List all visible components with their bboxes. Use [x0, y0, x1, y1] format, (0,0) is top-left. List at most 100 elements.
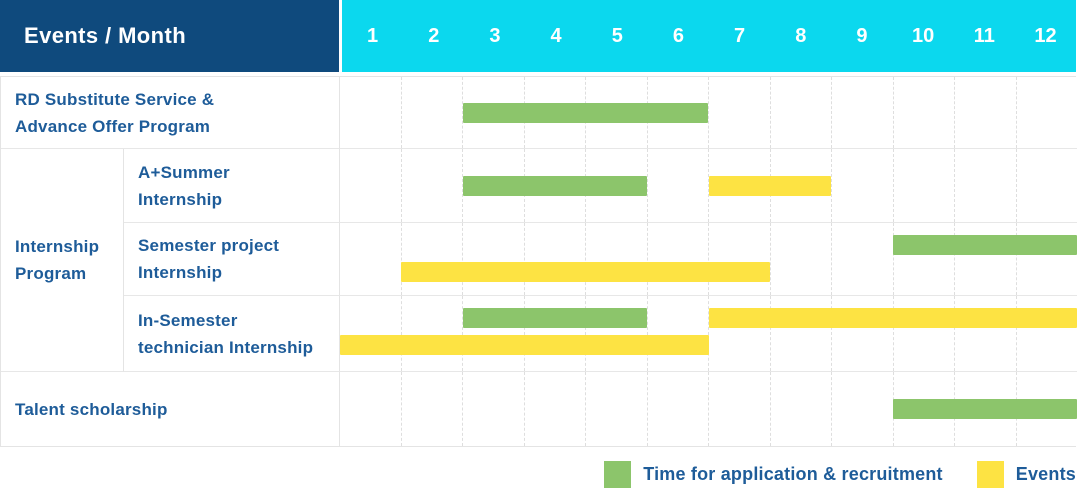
month-header-6: 6: [672, 24, 684, 47]
chart-row-1: [340, 77, 1077, 149]
month-header-1: 1: [367, 24, 379, 47]
grid-col: [586, 296, 648, 371]
row-label-line: Talent scholarship: [15, 399, 168, 419]
legend-item-application-recruitment: Time for application & recruitment: [604, 461, 943, 488]
legend-label: Events: [1015, 464, 1076, 484]
legend-label: Time for application & recruitment: [643, 464, 943, 484]
grid-col: [1017, 223, 1078, 295]
gantt-bar: [892, 235, 1077, 255]
grid-col: [832, 223, 894, 295]
green-swatch-icon: [604, 461, 632, 488]
gantt-bar: [462, 175, 648, 196]
grid-col: [463, 372, 525, 446]
grid-col: [709, 223, 771, 295]
grid-col: [709, 296, 771, 371]
row-label-rd-substitute: RD Substitute Service & Advance Offer Pr…: [1, 77, 340, 149]
month-header-row: 1 2 3 4 5 6 7 8 9 10 11 12: [342, 0, 1076, 72]
month-gridlines: [340, 77, 1077, 148]
grid-col: [463, 223, 525, 295]
grid-col: [709, 77, 771, 148]
grid-col: [586, 372, 648, 446]
grid-col: [340, 372, 402, 446]
grid-col: [402, 149, 463, 222]
yellow-swatch-icon: [976, 461, 1004, 488]
grid-col: [463, 296, 525, 371]
grid-col: [771, 149, 832, 222]
grid-col: [894, 149, 955, 222]
grid-col: [894, 296, 955, 371]
row-label-line: Internship: [138, 189, 223, 209]
chart-row-2: [340, 149, 1077, 223]
events-month-header-cell: Events / Month: [0, 0, 339, 72]
gantt-bar: [340, 335, 709, 355]
grid-col: [771, 372, 832, 446]
grid-col: [340, 223, 402, 295]
legend: Time for application & recruitment Event…: [604, 461, 1076, 488]
grid-col: [525, 223, 586, 295]
grid-col: [648, 372, 709, 446]
month-header-11: 11: [973, 24, 995, 47]
month-header-12: 12: [1034, 24, 1057, 47]
gantt-bar: [708, 308, 1077, 328]
row-group-internship-program: Internship Program: [1, 149, 124, 372]
group-label-line: Program: [15, 264, 87, 283]
row-label-line: Internship: [138, 263, 223, 282]
row-label-talent-scholarship: Talent scholarship: [1, 372, 340, 446]
month-gridlines: [340, 223, 1077, 295]
row-label-line: technician Internship: [138, 337, 314, 357]
row-label-line: In-Semester: [138, 310, 238, 330]
gantt-bar: [462, 308, 648, 328]
row-label-a-plus-summer: A+Summer Internship: [124, 149, 340, 223]
month-header-3: 3: [489, 24, 501, 47]
grid-col: [832, 77, 894, 148]
gantt-bar: [708, 175, 832, 196]
grid-col: [832, 372, 894, 446]
month-header-4: 4: [550, 24, 562, 47]
grid-col: [955, 149, 1017, 222]
grid-col: [586, 149, 648, 222]
grid-col: [894, 77, 955, 148]
grid-col: [340, 149, 402, 222]
grid-col: [832, 296, 894, 371]
row-label-line: Advance Offer Program: [15, 116, 211, 136]
grid-col: [648, 149, 709, 222]
grid-col: [340, 77, 402, 148]
grid-col: [1017, 149, 1078, 222]
grid-col: [832, 149, 894, 222]
chart-row-5: [340, 372, 1077, 446]
gantt-bar: [462, 102, 709, 123]
grid-col: [894, 223, 955, 295]
grid-col: [648, 223, 709, 295]
grid-col: [402, 77, 463, 148]
grid-col: [709, 372, 771, 446]
grid-col: [955, 223, 1017, 295]
grid-col: [771, 77, 832, 148]
row-label-in-semester-technician: In-Semester technician Internship: [124, 296, 340, 372]
chart-row-4: [340, 296, 1077, 372]
grid-col: [648, 77, 709, 148]
grid-col: [955, 296, 1017, 371]
grid-col: [1017, 77, 1078, 148]
grid-col: [402, 223, 463, 295]
legend-item-events: Events: [976, 461, 1076, 488]
month-header-10: 10: [912, 24, 935, 47]
row-label-line: Semester project: [138, 236, 280, 255]
month-header-9: 9: [856, 24, 868, 47]
gantt-bar: [892, 399, 1077, 419]
grid-col: [340, 296, 402, 371]
month-header-8: 8: [795, 24, 807, 47]
grid-col: [402, 296, 463, 371]
grid-col: [586, 223, 648, 295]
month-header-2: 2: [428, 24, 440, 47]
row-label-line: A+Summer: [138, 162, 230, 182]
row-label-line: RD Substitute Service &: [15, 89, 215, 109]
gantt-bar: [401, 262, 770, 282]
table-header: Events / Month 1 2 3 4 5 6 7 8 9 10 11 12: [0, 0, 1076, 72]
grid-col: [771, 223, 832, 295]
grid-col: [525, 372, 586, 446]
grid-col: [648, 296, 709, 371]
row-label-semester-project: Semester project Internship: [124, 223, 340, 296]
chart-title: Events / Month: [24, 23, 187, 48]
month-header-5: 5: [611, 24, 623, 47]
